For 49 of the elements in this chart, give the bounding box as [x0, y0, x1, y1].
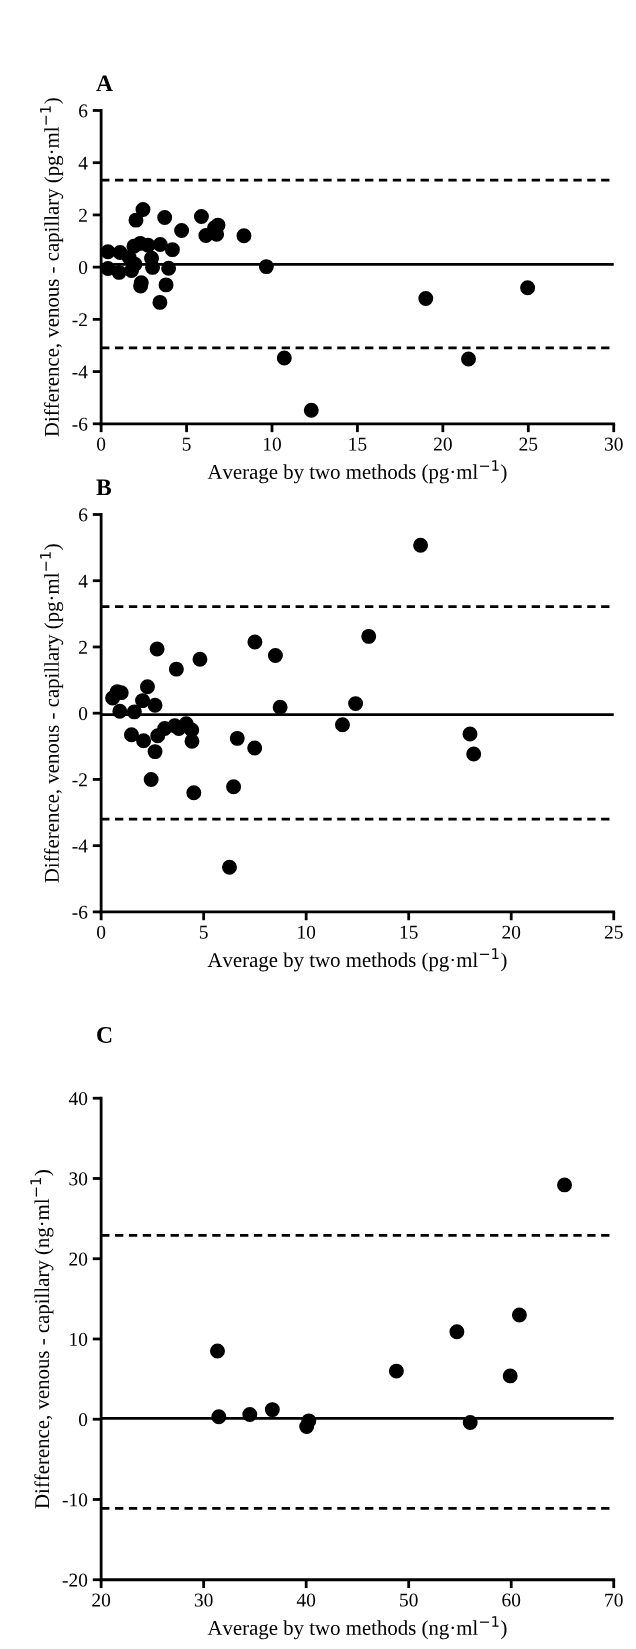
- x-tick-label: 50: [400, 1593, 418, 1607]
- y-tick-label: 40: [68, 1092, 88, 1106]
- y-axis-title: Difference, venous - capillary (pg·ml$^{−1}$): [40, 98, 64, 437]
- y-tick-label: 6: [79, 104, 88, 118]
- chart-title: A: [96, 75, 113, 92]
- x-tick-label: 25: [604, 925, 623, 939]
- x-tick-label: 10: [263, 437, 281, 451]
- x-tick-label: 20: [502, 925, 521, 939]
- x-axis-title: Average by two methods (pg·ml$^{−1}$): [207, 460, 507, 484]
- y-tick-label: 4: [78, 574, 88, 588]
- x-tick-label: 20: [92, 1593, 111, 1607]
- x-tick-label: 0: [97, 925, 106, 939]
- x-tick-label: 60: [502, 1593, 521, 1607]
- chart-title: C: [97, 1027, 112, 1043]
- x-tick-label: 10: [298, 925, 316, 939]
- x-tick-label: 25: [519, 437, 538, 451]
- y-tick-label: 4: [78, 156, 88, 170]
- y-tick-label: 0: [78, 1413, 88, 1427]
- y-tick-label: -10: [62, 1493, 88, 1507]
- x-tick-label: 5: [182, 437, 191, 451]
- y-tick-label: -20: [62, 1573, 88, 1587]
- x-tick-label: 0: [97, 437, 106, 451]
- x-tick-label: 15: [349, 437, 367, 451]
- y-tick-label: -6: [72, 417, 88, 431]
- x-axis-title: Average by two methods (ng·ml$^{−1}$): [207, 1616, 507, 1640]
- x-tick-label: 40: [296, 1593, 316, 1607]
- x-tick-label: 30: [194, 1593, 213, 1607]
- y-tick-label: 0: [78, 260, 88, 275]
- y-tick-label: 0: [78, 707, 88, 721]
- x-tick-label: 15: [400, 925, 418, 939]
- x-tick-label: 5: [199, 925, 208, 939]
- y-tick-label: -4: [72, 365, 88, 379]
- y-tick-label: 6: [79, 508, 88, 522]
- x-tick-label: 30: [604, 437, 623, 451]
- y-tick-label: -4: [72, 839, 88, 853]
- y-tick-label: 2: [79, 640, 87, 654]
- y-tick-label: 10: [70, 1332, 88, 1346]
- y-tick-label: -6: [72, 905, 88, 919]
- y-tick-label: -2: [72, 313, 87, 327]
- y-tick-label: -2: [72, 773, 87, 787]
- chart-title: B: [96, 479, 112, 496]
- y-tick-label: 2: [79, 208, 87, 222]
- y-tick-label: 20: [69, 1252, 88, 1266]
- x-axis-title: Average by two methods (pg·ml$^{−1}$): [207, 948, 507, 972]
- x-tick-label: 20: [434, 437, 452, 451]
- y-tick-label: 30: [69, 1172, 88, 1186]
- y-axis-title: Difference, venous - capillary (ng·ml$^{−1}$): [30, 1170, 54, 1509]
- y-axis-title: Difference, venous - capillary (pg·ml$^{−1}$): [40, 544, 64, 883]
- x-tick-label: 70: [605, 1593, 623, 1607]
